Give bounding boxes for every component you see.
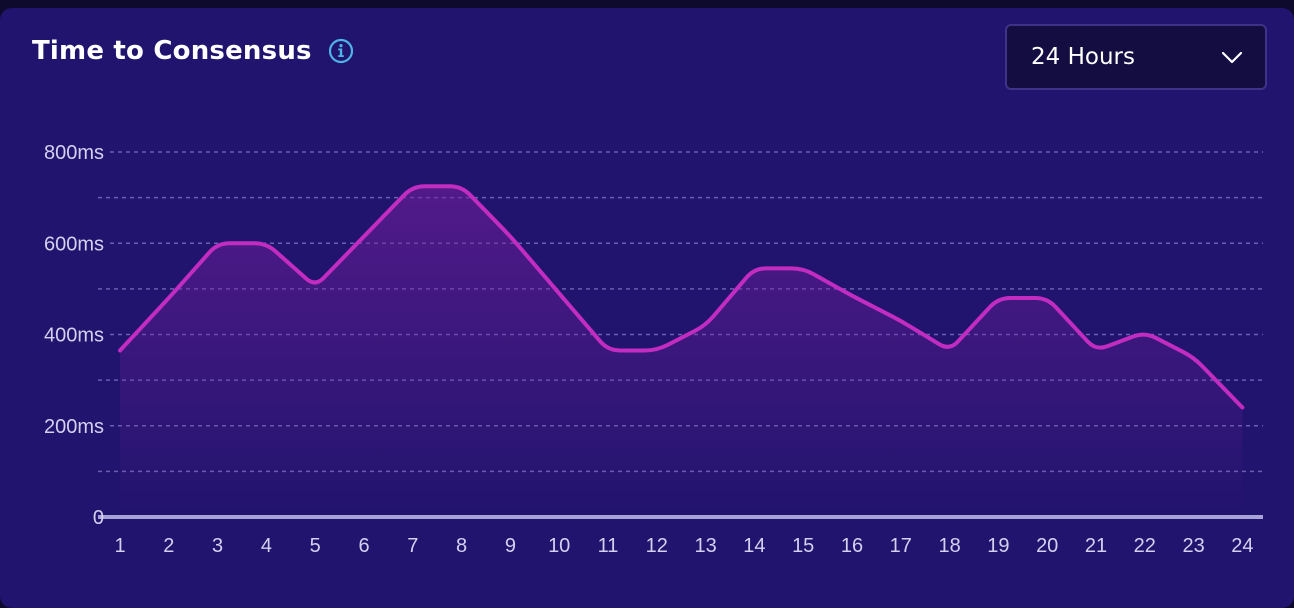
x-tick-label: 1 bbox=[114, 535, 125, 557]
x-tick-label: 2 bbox=[163, 535, 174, 557]
info-icon[interactable] bbox=[328, 38, 354, 64]
data-point-14[interactable] bbox=[751, 265, 757, 271]
x-tick-label: 22 bbox=[1134, 535, 1156, 557]
data-point-16[interactable] bbox=[849, 293, 855, 299]
x-tick-label: 24 bbox=[1231, 535, 1253, 557]
x-tick-label: 15 bbox=[792, 535, 814, 557]
x-tick-label: 7 bbox=[407, 535, 418, 557]
y-tick-label: 200ms bbox=[44, 416, 104, 438]
chevron-down-icon bbox=[1221, 50, 1243, 64]
y-tick-label: 600ms bbox=[44, 233, 104, 255]
x-tick-label: 13 bbox=[694, 535, 716, 557]
data-point-22[interactable] bbox=[1142, 329, 1148, 335]
data-point-1[interactable] bbox=[117, 347, 123, 353]
data-point-17[interactable] bbox=[898, 318, 904, 324]
data-point-11[interactable] bbox=[605, 347, 611, 353]
data-point-2[interactable] bbox=[166, 295, 172, 301]
data-point-4[interactable] bbox=[263, 240, 269, 246]
time-range-value: 24 Hours bbox=[1031, 44, 1135, 70]
x-tick-label: 10 bbox=[548, 535, 570, 557]
data-point-13[interactable] bbox=[703, 322, 709, 328]
time-range-select[interactable]: 24 Hours bbox=[1005, 24, 1267, 90]
data-point-15[interactable] bbox=[800, 265, 806, 271]
data-point-3[interactable] bbox=[215, 240, 221, 246]
data-point-19[interactable] bbox=[995, 295, 1001, 301]
chart-title: Time to Consensus bbox=[32, 36, 312, 66]
x-tick-label: 19 bbox=[987, 535, 1009, 557]
data-point-10[interactable] bbox=[556, 290, 562, 296]
data-point-9[interactable] bbox=[507, 233, 513, 239]
data-point-20[interactable] bbox=[1044, 295, 1050, 301]
series-line bbox=[118, 184, 1245, 410]
data-point-7[interactable] bbox=[410, 183, 416, 189]
x-tick-label: 4 bbox=[261, 535, 272, 557]
data-point-18[interactable] bbox=[947, 347, 953, 353]
x-tick-label: 18 bbox=[938, 535, 960, 557]
x-tick-label: 20 bbox=[1036, 535, 1058, 557]
x-tick-label: 3 bbox=[212, 535, 223, 557]
x-tick-label: 16 bbox=[841, 535, 863, 557]
x-tick-label: 12 bbox=[646, 535, 668, 557]
x-tick-label: 17 bbox=[890, 535, 912, 557]
data-point-23[interactable] bbox=[1191, 354, 1197, 360]
x-tick-label: 23 bbox=[1182, 535, 1204, 557]
x-tick-label: 8 bbox=[456, 535, 467, 557]
data-point-21[interactable] bbox=[1093, 347, 1099, 353]
x-tick-label: 21 bbox=[1085, 535, 1107, 557]
data-point-5[interactable] bbox=[312, 284, 318, 290]
data-point-8[interactable] bbox=[459, 183, 465, 189]
data-point-6[interactable] bbox=[361, 233, 367, 239]
y-tick-label: 0 bbox=[93, 507, 104, 529]
data-point-12[interactable] bbox=[654, 347, 660, 353]
y-tick-label: 800ms bbox=[44, 142, 104, 164]
x-tick-label: 11 bbox=[598, 535, 619, 557]
y-tick-label: 400ms bbox=[44, 325, 104, 347]
series-area bbox=[120, 186, 1243, 517]
x-tick-label: 14 bbox=[743, 535, 765, 557]
x-tick-label: 5 bbox=[310, 535, 321, 557]
card-header: Time to Consensus bbox=[32, 36, 354, 66]
x-tick-label: 9 bbox=[505, 535, 516, 557]
x-tick-label: 6 bbox=[358, 535, 369, 557]
data-point-24[interactable] bbox=[1239, 405, 1245, 411]
